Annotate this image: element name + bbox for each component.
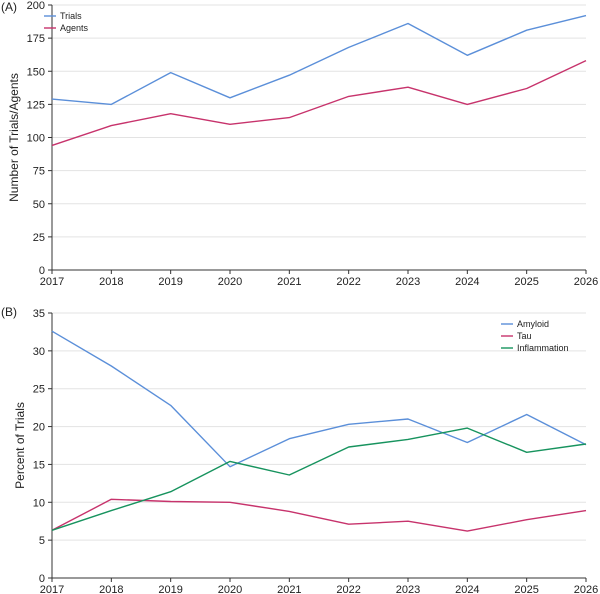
y-tick-label: 150	[27, 66, 45, 78]
x-tick-label: 2026	[574, 276, 598, 288]
chart-panel-a: 0 25 50 75 100 125 150 175 200 2017 2018 2019 2020 20…	[7, 0, 598, 288]
legend-label-inflammation: Inflammation	[517, 343, 569, 353]
legend-label-tau: Tau	[517, 331, 532, 341]
series-line-tau	[51, 498, 587, 532]
panel-a-label: (A)	[1, 0, 17, 14]
x-tick-label: 2022	[336, 584, 360, 594]
x-tick-label: 2021	[277, 276, 301, 288]
x-tick-label: 2019	[158, 584, 182, 594]
y-tick-label: 20	[33, 422, 45, 434]
series-line-inflammation	[51, 427, 587, 531]
y-tick-label: 25	[33, 384, 45, 396]
y-tick-label: 25	[33, 232, 45, 244]
series-line-trials	[51, 14, 587, 106]
x-tick-label: 2017	[40, 584, 64, 594]
x-tick-label: 2019	[158, 276, 182, 288]
y-tick-label: 0	[39, 265, 45, 277]
x-tick-label: 2025	[514, 584, 538, 594]
x-tick-label: 2024	[455, 276, 479, 288]
legend-label-trials: Trials	[60, 11, 82, 21]
series-line-agents	[51, 59, 587, 147]
x-tick-label: 2023	[396, 584, 420, 594]
x-tick-label: 2017	[40, 276, 64, 288]
x-tick-label: 2018	[99, 276, 123, 288]
x-tick-label: 2025	[514, 276, 538, 288]
y-tick-label: 50	[33, 199, 45, 211]
y-axis-title: Number of Trials/Agents	[7, 73, 21, 202]
x-tick-label: 2024	[455, 584, 479, 594]
x-tick-label: 2023	[396, 276, 420, 288]
y-tick-label: 15	[33, 459, 45, 471]
y-tick-label: 10	[33, 497, 45, 509]
panel-b-label: (B)	[1, 305, 17, 319]
y-tick-label: 35	[33, 308, 45, 320]
y-tick-label: 125	[27, 99, 45, 111]
y-tick-label: 175	[27, 33, 45, 45]
x-tick-label: 2026	[574, 584, 598, 594]
x-tick-label: 2020	[218, 276, 242, 288]
y-tick-label: 100	[27, 133, 45, 145]
x-tick-label: 2020	[218, 584, 242, 594]
y-tick-label: 200	[27, 0, 45, 12]
series-line-amyloid	[51, 330, 587, 468]
x-tick-label: 2021	[277, 584, 301, 594]
legend-label-amyloid: Amyloid	[517, 319, 549, 329]
y-tick-label: 0	[39, 573, 45, 585]
x-tick-label: 2018	[99, 584, 123, 594]
legend-label-agents: Agents	[60, 23, 89, 33]
x-tick-label: 2022	[336, 276, 360, 288]
y-axis-title: Percent of Trials	[13, 402, 27, 489]
y-tick-label: 30	[33, 346, 45, 358]
y-tick-label: 75	[33, 166, 45, 178]
y-tick-label: 5	[39, 535, 45, 547]
